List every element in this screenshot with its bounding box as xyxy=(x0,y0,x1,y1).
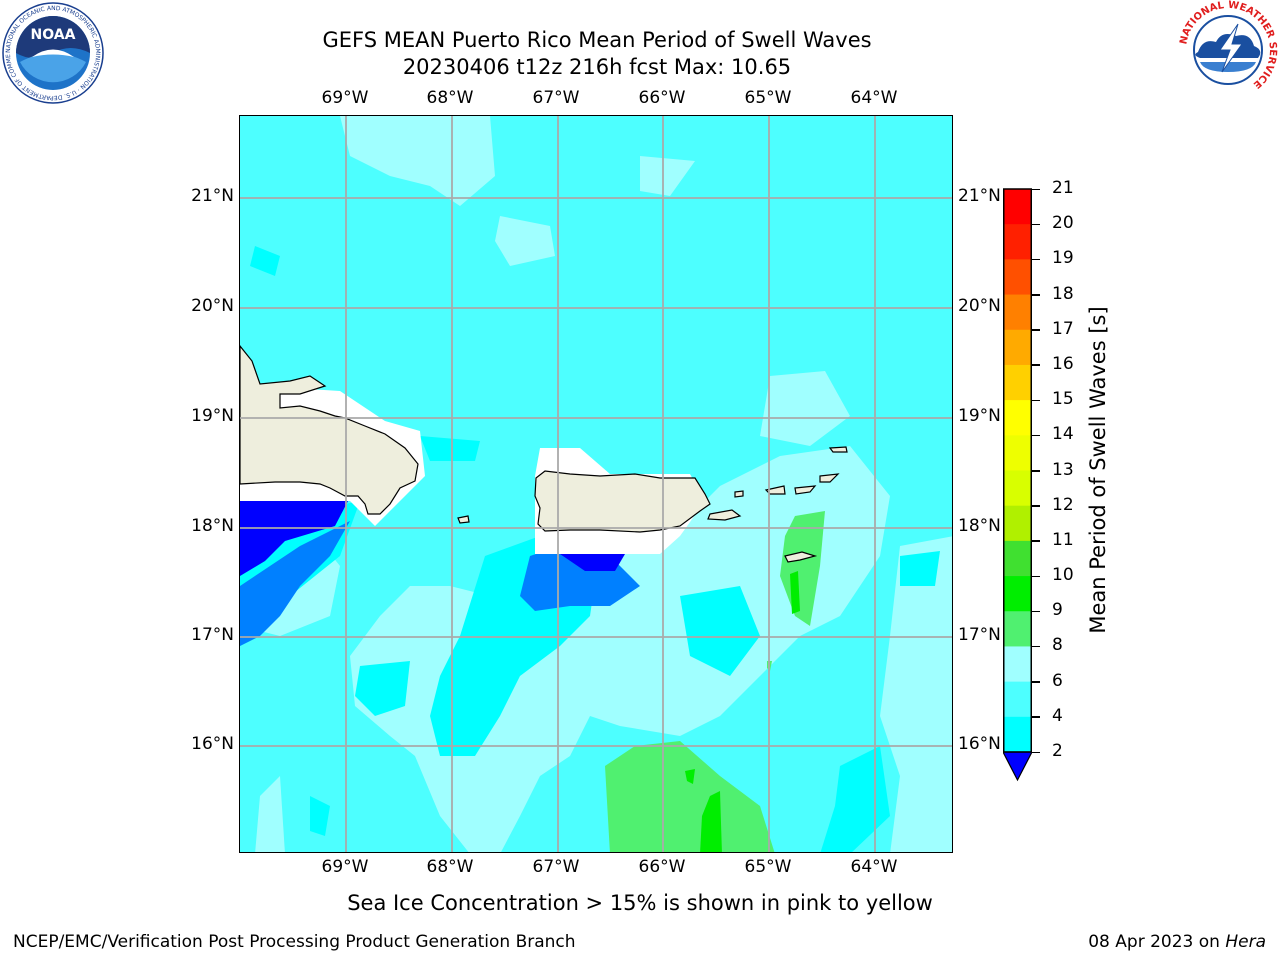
colorbar-tick xyxy=(1032,258,1040,261)
lon-label-bottom: 64°W xyxy=(850,857,898,877)
footer-credit: NCEP/EMC/Verification Post Processing Pr… xyxy=(13,932,576,952)
graticule xyxy=(240,116,952,852)
lon-label-bottom: 65°W xyxy=(744,857,792,877)
colorbar-tick-label: 18 xyxy=(1052,283,1074,304)
colorbar-tick xyxy=(1032,716,1040,718)
colorbar-tick-label: 4 xyxy=(1052,705,1063,726)
colorbar-bin xyxy=(1003,400,1032,436)
lat-label-left: 21°N xyxy=(191,186,234,206)
colorbar-tick xyxy=(1032,329,1040,331)
colorbar-tick-label: 21 xyxy=(1052,178,1074,198)
lat-label-right: 19°N xyxy=(958,406,1001,426)
chart-title: GEFS MEAN Puerto Rico Mean Period of Swe… xyxy=(322,28,872,52)
colorbar-tick xyxy=(1032,223,1040,226)
sea-ice-note: Sea Ice Concentration > 15% is shown in … xyxy=(347,891,933,915)
colorbar-tick xyxy=(1032,540,1040,542)
colorbar-bin xyxy=(1003,540,1032,577)
colorbar-outline xyxy=(1003,188,1032,753)
swell-period-field xyxy=(240,116,952,852)
lat-label-left: 17°N xyxy=(191,625,234,645)
colorbar-extend-triangle xyxy=(1002,751,1033,782)
colorbar-tick xyxy=(1032,434,1040,437)
lat-label-right: 18°N xyxy=(958,516,1001,536)
colorbar-tick-label: 14 xyxy=(1052,424,1074,445)
svg-text:NOAA: NOAA xyxy=(31,27,76,43)
colorbar-bin xyxy=(1003,224,1032,260)
lon-label-bottom: 68°W xyxy=(426,857,474,877)
noaa-logo: NOAA NATIONAL OCEANIC AND ATMOSPHERIC AD… xyxy=(0,0,104,108)
colorbar-tick xyxy=(1032,470,1040,472)
lon-label-top: 65°W xyxy=(744,88,792,108)
colorbar-title: Mean Period of Swell Waves [s] xyxy=(1086,306,1110,634)
colorbar-tick xyxy=(1032,575,1040,578)
colorbar-tick-label: 2 xyxy=(1052,741,1063,761)
colorbar-tick-label: 19 xyxy=(1052,248,1074,269)
colorbar-tick xyxy=(1032,681,1040,683)
colorbar-bin xyxy=(1003,259,1032,296)
colorbar-tick xyxy=(1032,610,1040,613)
colorbar-bin xyxy=(1003,294,1032,331)
colorbar-tick-label: 12 xyxy=(1052,494,1074,515)
lon-label-top: 69°W xyxy=(321,88,369,108)
colorbar-tick xyxy=(1032,188,1040,190)
colorbar-tick xyxy=(1032,294,1040,296)
lat-label-right: 17°N xyxy=(958,625,1001,645)
lon-label-top: 68°W xyxy=(426,88,474,108)
colorbar-tick-label: 16 xyxy=(1052,353,1074,374)
colorbar-tick-label: 15 xyxy=(1052,389,1074,410)
lat-label-left: 20°N xyxy=(191,296,234,316)
nws-logo: NATIONAL WEATHER SERVICE xyxy=(1178,0,1278,104)
lon-label-top: 64°W xyxy=(850,88,898,108)
period-2-4-zone xyxy=(240,501,625,576)
colorbar-bin xyxy=(1003,329,1032,366)
colorbar-tick xyxy=(1032,364,1040,366)
colorbar-bin xyxy=(1003,646,1032,683)
colorbar-tick-label: 20 xyxy=(1052,213,1074,234)
colorbar-tick-label: 9 xyxy=(1052,600,1063,621)
colorbar-tick-label: 8 xyxy=(1052,635,1063,656)
colorbar-tick-label: 6 xyxy=(1052,670,1063,691)
period-8-9-zone xyxy=(240,116,952,852)
colorbar-bin xyxy=(1003,435,1032,471)
lat-label-right: 21°N xyxy=(958,186,1001,206)
lat-label-left: 19°N xyxy=(191,406,234,426)
land xyxy=(240,345,848,563)
colorbar-bin xyxy=(1003,611,1032,647)
colorbar xyxy=(1002,188,1033,783)
lon-label-bottom: 67°W xyxy=(532,857,580,877)
colorbar-tick xyxy=(1032,505,1040,507)
colorbar-bin xyxy=(1003,505,1032,542)
colorbar-bin xyxy=(1003,681,1032,718)
chart-subtitle: 20230406 t12z 216h fcst Max: 10.65 xyxy=(402,55,792,79)
colorbar-tick-label: 11 xyxy=(1052,529,1074,550)
colorbar-bin xyxy=(1003,189,1032,225)
colorbar-tick-label: 10 xyxy=(1052,565,1074,586)
map-panel xyxy=(239,115,953,853)
lat-label-right: 16°N xyxy=(958,734,1001,754)
lat-label-left: 16°N xyxy=(191,734,234,754)
period-10-11-zone xyxy=(685,571,800,852)
colorbar-bin xyxy=(1003,576,1032,612)
footer-date: 08 Apr 2023 on Hera xyxy=(1088,932,1266,952)
lon-label-top: 66°W xyxy=(638,88,686,108)
lon-label-bottom: 69°W xyxy=(321,857,369,877)
colorbar-tick-label: 13 xyxy=(1052,459,1074,480)
lon-label-bottom: 66°W xyxy=(638,857,686,877)
lon-label-top: 67°W xyxy=(532,88,580,108)
colorbar-tick xyxy=(1032,645,1040,648)
colorbar-tick-label: 17 xyxy=(1052,318,1074,339)
colorbar-bin xyxy=(1003,364,1032,401)
colorbar-tick xyxy=(1032,399,1040,402)
lat-label-right: 20°N xyxy=(958,296,1001,316)
colorbar-bin xyxy=(1003,716,1032,753)
lat-label-left: 18°N xyxy=(191,516,234,536)
colorbar-bin xyxy=(1003,470,1032,507)
colorbar-tick xyxy=(1032,751,1040,753)
